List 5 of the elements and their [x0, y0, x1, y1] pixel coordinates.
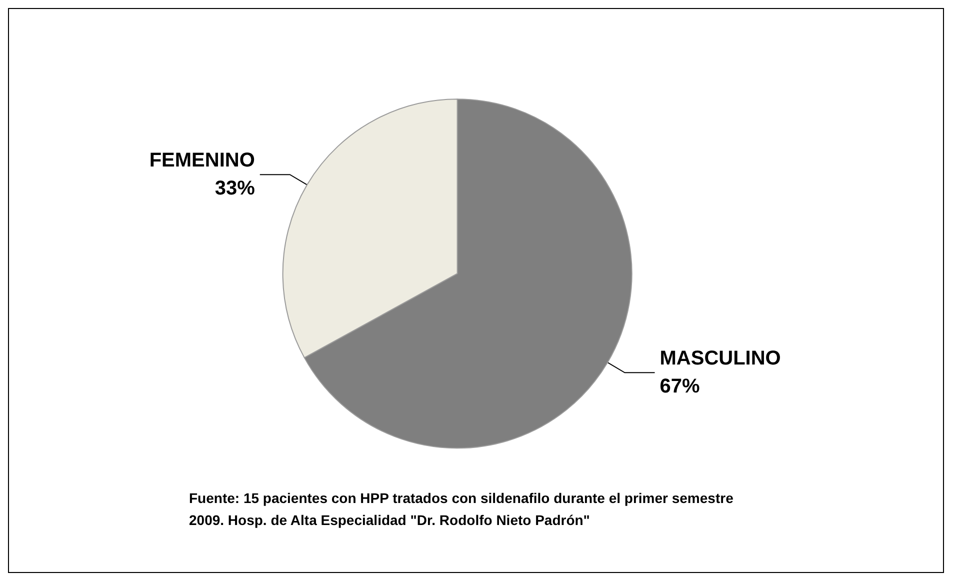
slice-label: FEMENINO [149, 150, 255, 172]
source-note: Fuente: 15 pacientes con HPP tratados con sildenafilo durante el primer semestre 2009. Hosp. de Alta Especialidad "Dr. Rodolfo Nieto Padrón" [189, 490, 738, 528]
data-label: 67% [660, 376, 700, 398]
data-label: 33% [214, 178, 256, 200]
slice-label: MASCULINO [660, 348, 781, 370]
